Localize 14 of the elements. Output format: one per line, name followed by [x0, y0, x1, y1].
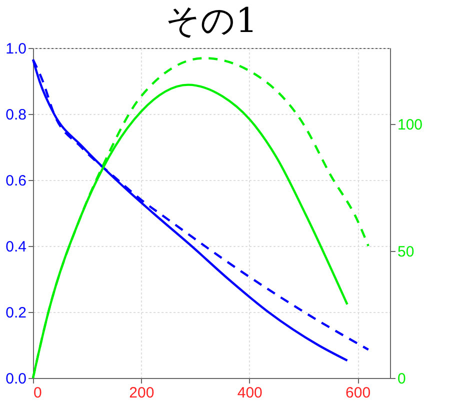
y2-tick-label: 0	[398, 370, 406, 388]
y-tick-label: 0.4	[6, 238, 26, 256]
x-tick-label: 0	[34, 384, 42, 402]
y-tick-label: 0.0	[6, 370, 26, 388]
y-tick-label: 0.2	[6, 304, 26, 322]
y2-tick-label: 100	[398, 116, 423, 134]
y-tick-label: 0.6	[6, 172, 26, 190]
x-tick-label: 600	[346, 384, 371, 402]
y-tick-label: 0.8	[6, 106, 26, 124]
y-tick-label: 1.0	[6, 40, 26, 58]
x-tick-label: 400	[237, 384, 262, 402]
chart-title: その1	[166, 1, 258, 41]
y2-tick-label: 50	[398, 244, 414, 261]
x-tick-label: 200	[129, 384, 154, 402]
